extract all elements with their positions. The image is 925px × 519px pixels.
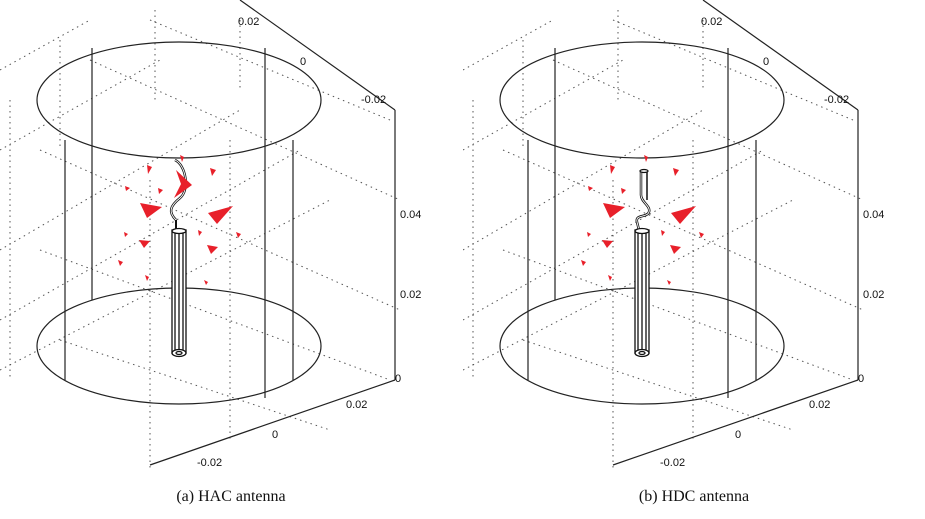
tick-x-002: 0.02 [809, 399, 830, 411]
tick-x-002: 0.02 [346, 399, 367, 411]
tick-y-top-pos: 0.02 [238, 16, 259, 28]
tick-z-0: 0 [858, 373, 864, 385]
antenna [169, 158, 187, 358]
tick-y-top-neg: -0.02 [824, 94, 849, 106]
tick-z-004: 0.04 [400, 209, 421, 221]
tick-x-0: 0 [735, 429, 741, 441]
antenna [634, 168, 651, 358]
tick-z-0: 0 [395, 373, 401, 385]
field-arrows [118, 155, 241, 285]
field-arrows [581, 155, 704, 285]
tick-z-002: 0.02 [863, 289, 884, 301]
tick-y-top-0: 0 [300, 56, 306, 68]
tick-z-004: 0.04 [863, 209, 884, 221]
grid-lines [0, 10, 401, 470]
tick-x-neg: -0.02 [197, 457, 222, 469]
plot-3d-hdc: 0.02 0 -0.02 0.04 0.02 0 0.02 0 -0.02 [463, 0, 884, 470]
tick-z-002: 0.02 [400, 289, 421, 301]
tick-y-top-pos: 0.02 [701, 16, 722, 28]
caption-hdc: (b) HDC antenna [638, 488, 750, 505]
figure-panel-hac: 0.02 0 -0.02 0.04 0.02 0 0.02 0 -0.02 (a… [0, 0, 462, 519]
tick-y-top-neg: -0.02 [361, 94, 386, 106]
caption-hac: (a) HAC antenna [176, 488, 286, 505]
tick-y-top-0: 0 [763, 56, 769, 68]
frame-lines [36, 0, 396, 466]
tick-x-neg: -0.02 [660, 457, 685, 469]
tick-x-0: 0 [272, 429, 278, 441]
figure-panel-hdc: 0.02 0 -0.02 0.04 0.02 0 0.02 0 -0.02 (b… [463, 0, 925, 519]
plot-3d-hac: 0.02 0 -0.02 0.04 0.02 0 0.02 0 -0.02 [0, 0, 421, 470]
frame-lines [499, 0, 859, 466]
grid-lines [463, 10, 864, 470]
